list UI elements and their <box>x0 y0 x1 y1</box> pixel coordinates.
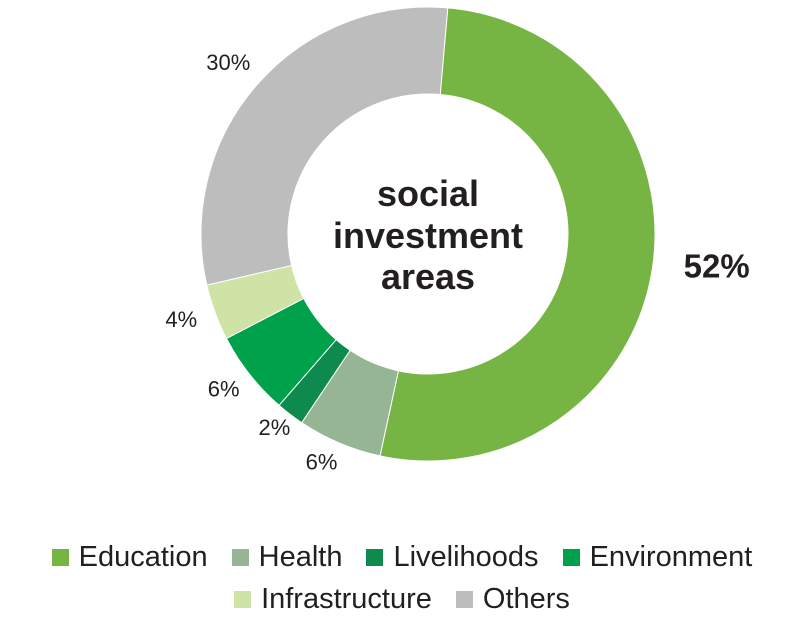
slice-label-livelihoods: 2% <box>259 415 291 440</box>
legend-swatch-education <box>51 549 69 566</box>
slice-education <box>379 7 656 462</box>
legend-row-2: Infrastructure Others <box>0 585 804 614</box>
legend-label-infrastructure: Infrastructure <box>261 583 432 615</box>
slice-label-education: 52% <box>684 248 750 285</box>
legend-item-infrastructure: Infrastructure <box>234 585 432 614</box>
legend-item-health: Health <box>231 541 343 573</box>
slice-label-others: 30% <box>206 50 250 75</box>
legend-swatch-health <box>231 549 249 566</box>
legend-swatch-infrastructure <box>234 591 252 608</box>
slice-others <box>200 6 449 286</box>
legend-label-livelihoods: Livelihoods <box>393 541 539 573</box>
center-label: social investment areas <box>333 173 523 297</box>
slice-label-health: 6% <box>306 449 338 474</box>
legend-swatch-environment <box>562 549 580 566</box>
legend-swatch-livelihoods <box>366 549 384 566</box>
donut-slices <box>200 6 656 462</box>
slice-label-infrastructure: 4% <box>165 307 197 332</box>
center-label-line-3: areas <box>381 256 475 297</box>
legend-item-environment: Environment <box>562 541 753 573</box>
legend-swatch-others <box>455 591 473 608</box>
legend-label-health: Health <box>258 541 343 573</box>
legend-label-environment: Environment <box>589 541 753 573</box>
legend-label-education: Education <box>78 541 208 573</box>
legend-item-others: Others <box>455 583 570 615</box>
center-label-line-1: social <box>377 173 479 214</box>
legend-item-livelihoods: Livelihoods <box>366 541 539 573</box>
legend-item-education: Education <box>51 541 208 573</box>
slice-labels: 52% 6% 2% 6% 4% 30% <box>165 50 749 474</box>
legend-row-1: Education Health Livelihoods Environment <box>0 543 804 572</box>
legend-label-others: Others <box>482 583 570 615</box>
slice-label-environment: 6% <box>208 377 240 402</box>
center-label-line-2: investment <box>333 215 523 256</box>
